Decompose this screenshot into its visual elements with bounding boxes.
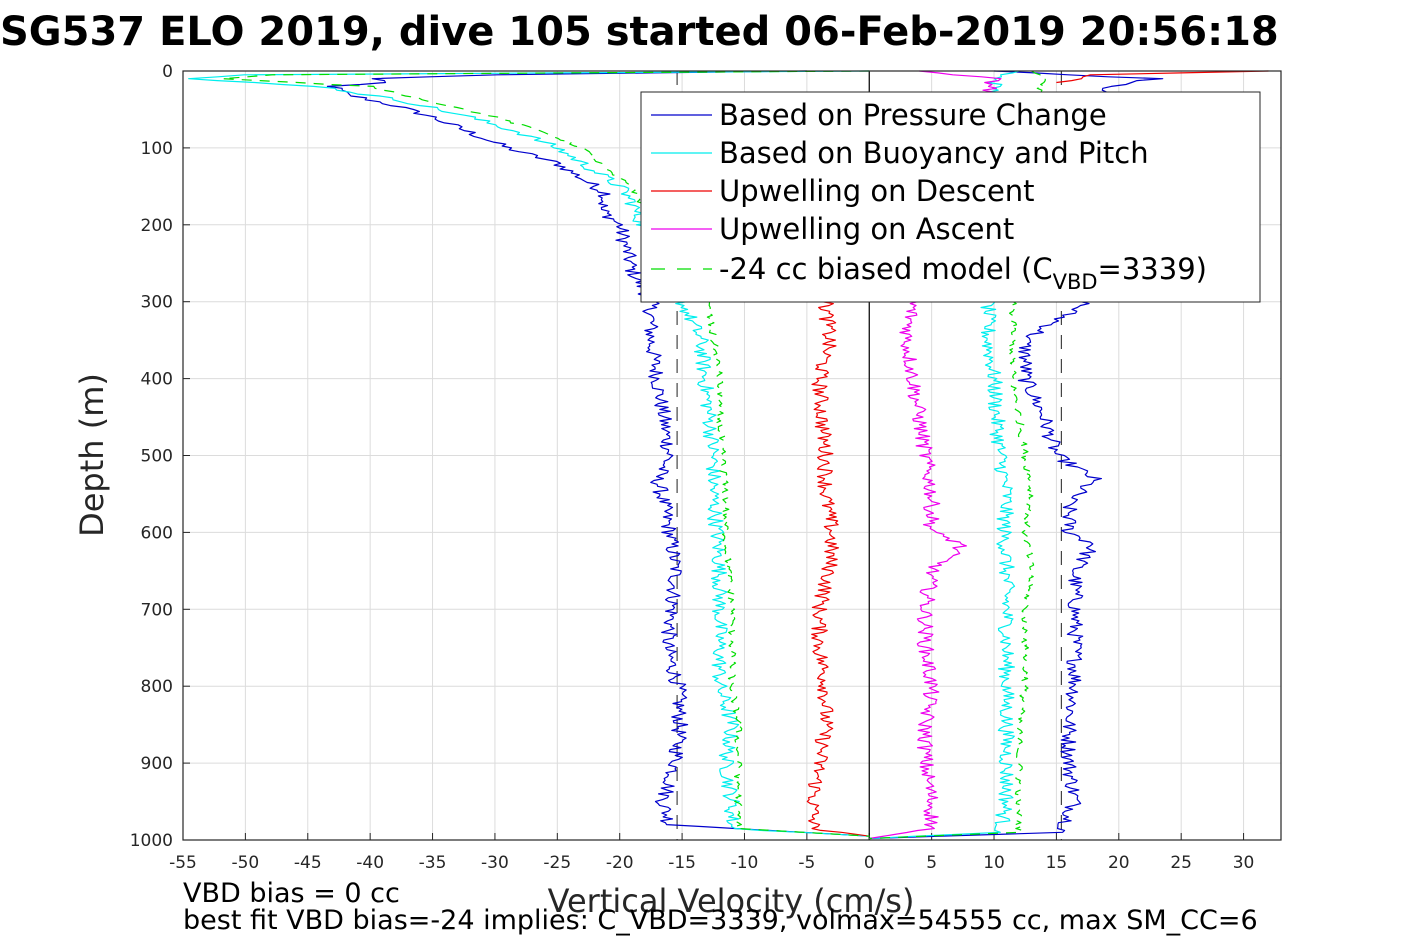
legend-label-biased-suffix: =3339) (1098, 252, 1207, 286)
x-tick-label: -20 (606, 853, 634, 873)
series-2-profile-0 (806, 301, 870, 837)
y-tick-label: 0 (162, 62, 173, 82)
x-tick-label: -45 (294, 853, 322, 873)
x-tick-label: 15 (1046, 853, 1068, 873)
legend-label-biased-model: -24 cc biased model (CVBD=3339) (719, 252, 1207, 294)
x-tick-label: 0 (864, 853, 875, 873)
y-tick-label: 200 (141, 216, 173, 236)
legend-box (640, 91, 1261, 303)
x-tick-label: 20 (1108, 853, 1130, 873)
y-tick-label: 1000 (130, 831, 173, 851)
y-axis-label: Depth (m) (73, 373, 111, 537)
legend-label-biased-prefix: -24 cc biased model (C (719, 252, 1053, 286)
y-tick-labels: 0 100 200 300 400 500 600 700 800 900 1000 (130, 62, 173, 851)
legend-label-pressure: Based on Pressure Change (719, 98, 1107, 132)
x-tick-label: 25 (1170, 853, 1192, 873)
legend-label-biased-sub: VBD (1053, 270, 1098, 294)
x-tick-label: 30 (1233, 853, 1255, 873)
x-tick-label: -35 (419, 853, 447, 873)
y-tick-label: 800 (141, 677, 173, 697)
chart-title: SG537 ELO 2019, dive 105 started 06-Feb-… (0, 9, 1279, 55)
x-tick-label: 10 (983, 853, 1005, 873)
legend: Based on Pressure Change Based on Buoyan… (640, 91, 1261, 303)
x-tick-label: -25 (543, 853, 571, 873)
legend-label-ascent: Upwelling on Ascent (719, 212, 1014, 246)
x-tick-label: -5 (798, 853, 815, 873)
y-tick-label: 900 (141, 754, 173, 774)
legend-label-buoyancy: Based on Buoyancy and Pitch (719, 136, 1149, 170)
series-1-profile-0 (188, 70, 870, 837)
x-axis-label: Vertical Velocity (cm/s) (548, 882, 915, 920)
x-tick-label: -50 (231, 853, 259, 873)
y-tick-label: 100 (141, 139, 173, 159)
x-tick-label: -55 (169, 853, 197, 873)
x-tick-label: -10 (731, 853, 759, 873)
y-tick-label: 400 (141, 370, 173, 390)
series-layer (188, 70, 1269, 840)
y-tick-label: 300 (141, 293, 173, 313)
x-tick-labels: -55 -50 -45 -40 -35 -30 -25 -20 -15 -10 -5 0 5 10 15 20… (169, 853, 1254, 873)
series-4-profile-0 (222, 70, 870, 837)
legend-label-descent: Upwelling on Descent (719, 174, 1035, 208)
y-tick-label: 500 (141, 447, 173, 467)
series-4-profile-1 (869, 70, 1046, 840)
series-2-profile-1 (1056, 70, 1269, 84)
x-tick-label: -30 (481, 853, 509, 873)
best-fit-note: best fit VBD bias=-24 implies: C_VBD=333… (183, 905, 1258, 936)
x-tick-label: -40 (356, 853, 384, 873)
axes-frame (182, 70, 1282, 841)
series-0-profile-0 (326, 70, 870, 837)
y-tick-label: 700 (141, 600, 173, 620)
vbd-bias-note: VBD bias = 0 cc (183, 878, 400, 909)
x-tick-label: 5 (926, 853, 937, 873)
y-tick-label: 600 (141, 523, 173, 543)
x-tick-label: -15 (668, 853, 696, 873)
